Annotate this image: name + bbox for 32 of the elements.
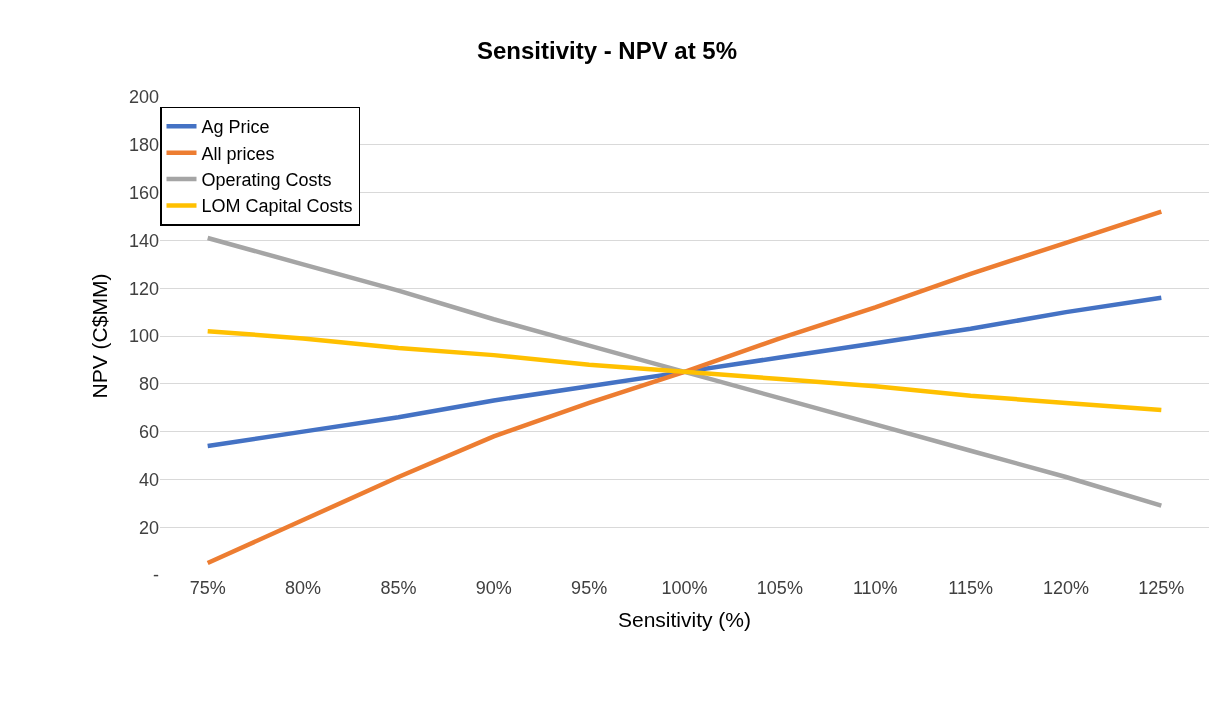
x-tick-label: 120% — [1042, 578, 1089, 598]
y-tick-label: 40 — [138, 469, 159, 490]
line-series — [205, 235, 1164, 508]
y-tick-label: 20 — [138, 517, 159, 538]
x-tick-label: 125% — [1138, 578, 1185, 598]
x-tick-label: 95% — [571, 578, 608, 598]
y-tick-label: 160 — [128, 182, 159, 203]
x-tick-label: 85% — [380, 578, 417, 598]
x-tick-label: 115% — [948, 578, 993, 598]
x-tick-label: 75% — [189, 578, 226, 598]
legend-label: All prices — [201, 143, 275, 164]
y-tick-label: 140 — [128, 230, 159, 251]
x-tick-label: 100% — [661, 578, 708, 598]
y-tick-label: 80 — [138, 374, 159, 395]
y-axis-title: NPV (C$MM) — [88, 273, 112, 399]
line-series — [205, 295, 1164, 449]
y-tick-label: 100 — [128, 326, 159, 347]
line-series — [205, 328, 1164, 413]
x-tick-label: 80% — [285, 578, 322, 598]
x-tick-label: 105% — [756, 578, 803, 598]
y-tick-label: - — [153, 565, 159, 586]
legend-label: Ag Price — [201, 117, 270, 138]
chart-title: Sensitivity - NPV at 5% — [476, 36, 738, 64]
y-tick-label: 200 — [128, 87, 159, 108]
legend-label: LOM Capital Costs — [201, 196, 353, 217]
y-tick-label: 180 — [128, 135, 159, 156]
legend-label: Operating Costs — [201, 170, 332, 191]
x-tick-label: 90% — [475, 578, 512, 598]
y-tick-label: 60 — [138, 421, 159, 442]
x-tick-label: 110% — [852, 578, 898, 598]
x-axis-title: Sensitivity (%) — [617, 608, 752, 632]
y-tick-label: 120 — [128, 278, 159, 299]
